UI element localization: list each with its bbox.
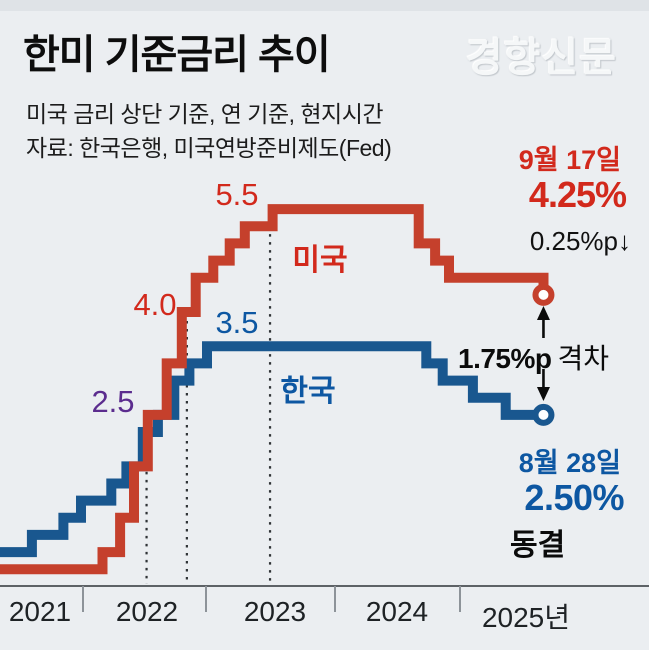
- us-rate-line: [0, 204, 549, 575]
- us-mid-rate-label: 4.0: [133, 287, 177, 322]
- gap-arrow-down-head: [536, 387, 550, 401]
- kr-series-label: 한국: [280, 375, 336, 408]
- top-border-strip: [0, 0, 649, 11]
- chart-source: 자료: 한국은행, 미국연방준비제도(Fed): [26, 135, 392, 161]
- x-axis-year-2023: 2023: [243, 596, 307, 627]
- publisher-logo: 경향신문: [465, 36, 617, 80]
- x-axis-year-2021: 2021: [8, 596, 72, 627]
- chart-note: 미국 금리 상단 기준, 연 기준, 현지시간: [26, 101, 384, 127]
- kr-rate-status: 동결: [510, 529, 566, 562]
- kr-peak-rate-label: 3.5: [215, 305, 259, 340]
- us-end-marker: [532, 283, 555, 306]
- us-peak-rate-label: 5.5: [215, 177, 259, 212]
- us-series-label: 미국: [292, 244, 348, 277]
- gap-word: 격차: [557, 343, 610, 374]
- page-title: 한미 기준금리 추이: [23, 33, 331, 77]
- us-decision-date: 9월 17일: [518, 145, 621, 175]
- kr-current-rate: 2.50%: [524, 477, 624, 518]
- x-axis-year-2025: 2025년: [481, 602, 571, 633]
- x-axis-year-2024: 2024: [365, 596, 429, 627]
- gap-annotation: 1.75%p 격차: [458, 337, 609, 377]
- gap-value: 1.75%p: [458, 343, 552, 374]
- kr-end-marker: [532, 403, 555, 426]
- us-current-rate: 4.25%: [528, 174, 627, 215]
- parity-rate-label: 2.5: [91, 384, 135, 419]
- gap-arrow-up-head: [536, 306, 550, 320]
- kr-decision-date: 8월 28일: [518, 448, 621, 478]
- x-axis-year-2022: 2022: [115, 596, 179, 627]
- us-rate-change: 0.25%p↓: [529, 226, 631, 256]
